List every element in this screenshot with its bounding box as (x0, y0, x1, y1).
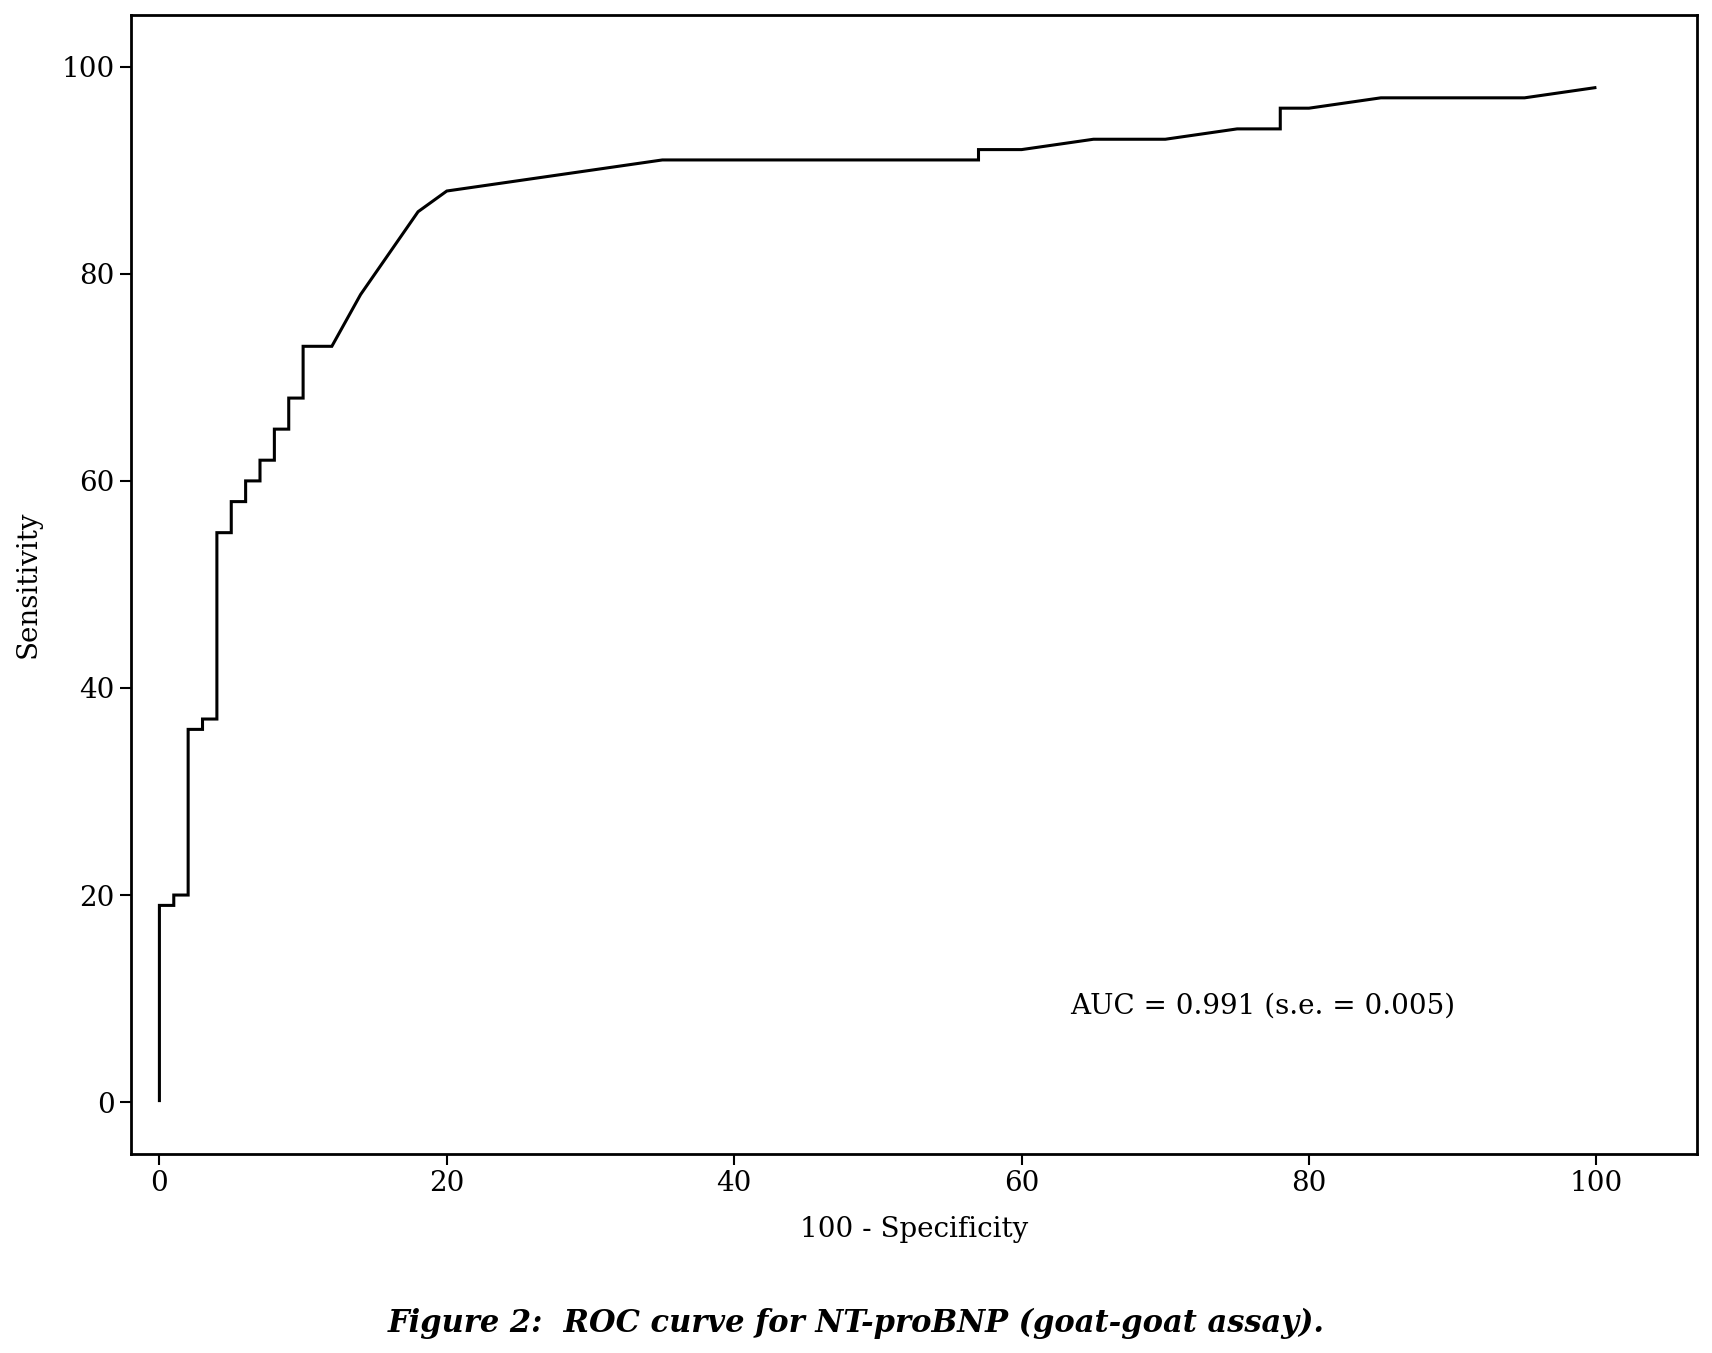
X-axis label: 100 - Specificity: 100 - Specificity (800, 1216, 1027, 1243)
Text: AUC = 0.991 (s.e. = 0.005): AUC = 0.991 (s.e. = 0.005) (1070, 992, 1455, 1019)
Text: Figure 2:  ROC curve for NT-proBNP (goat-goat assay).: Figure 2: ROC curve for NT-proBNP (goat-… (387, 1308, 1325, 1339)
Y-axis label: Sensitivity: Sensitivity (15, 510, 43, 658)
